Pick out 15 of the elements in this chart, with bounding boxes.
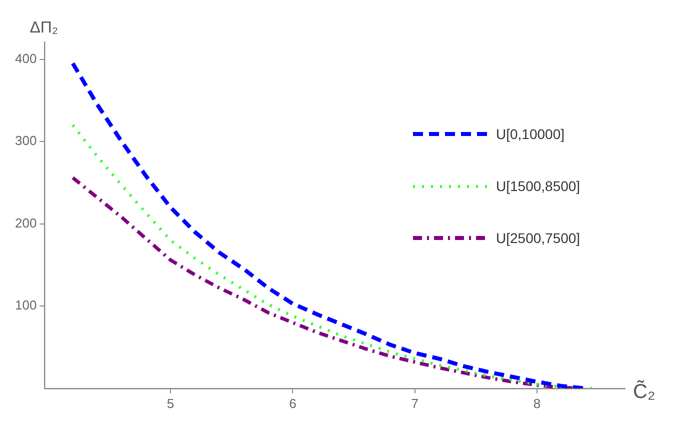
x-axis-title: C̃₂ [633, 380, 656, 403]
line-series [71, 176, 588, 388]
x-tick-label: 5 [166, 396, 174, 411]
y-tick-label: 300 [14, 133, 37, 148]
line-series [71, 124, 594, 388]
legend-label: U[0,10000] [496, 126, 564, 142]
x-tick-label: 8 [533, 396, 541, 411]
y-tick-label: 100 [14, 298, 37, 313]
y-tick-label: 200 [14, 215, 37, 230]
x-tick-label: 6 [289, 396, 296, 411]
legend-label: U[1500,8500] [496, 178, 580, 194]
y-axis-title: ΔΠ₂ [30, 19, 58, 36]
legend-label: U[2500,7500] [496, 230, 580, 246]
x-tick-label: 7 [411, 396, 418, 411]
y-tick-label: 400 [14, 50, 37, 66]
